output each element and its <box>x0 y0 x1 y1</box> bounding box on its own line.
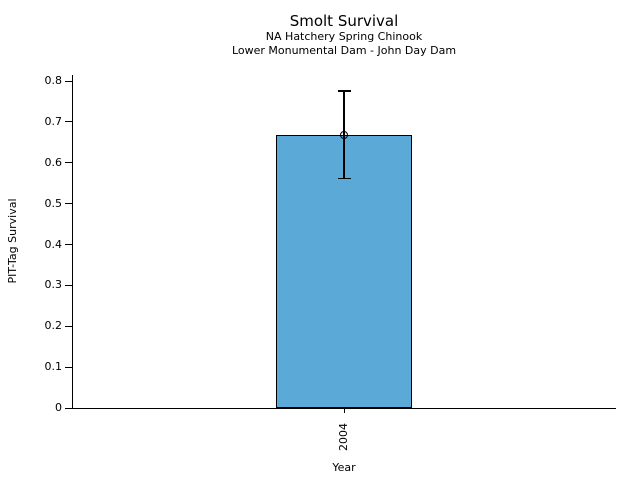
error-bar-cap-bottom <box>337 177 351 180</box>
y-tick-mark <box>65 203 72 205</box>
y-tick-label: 0.5 <box>44 196 63 210</box>
y-tick-mark <box>65 366 72 368</box>
x-axis-line <box>65 408 616 409</box>
y-tick-label: 0.2 <box>44 319 63 333</box>
y-tick-label: 0.7 <box>44 114 63 128</box>
chart-title: Smolt Survival <box>289 12 399 30</box>
y-tick-label: 0.1 <box>44 360 63 374</box>
y-tick-label: 0.4 <box>44 237 63 251</box>
y-tick-mark <box>65 407 72 409</box>
chart-subtitle-line2: Lower Monumental Dam - John Day Dam <box>231 44 457 57</box>
y-tick-mark <box>65 244 72 245</box>
x-tick-label: 2004 <box>337 423 350 451</box>
y-tick-label: 0 <box>55 401 62 414</box>
x-tick-mark <box>343 408 345 413</box>
x-axis-label: Year <box>332 461 356 474</box>
y-tick-mark <box>65 121 72 123</box>
y-tick-label: 0.8 <box>44 74 63 87</box>
y-tick-mark <box>65 80 72 82</box>
bar-2004 <box>276 134 412 408</box>
y-tick-label: 0.6 <box>44 155 63 169</box>
y-axis-line <box>72 75 73 409</box>
y-tick-mark <box>65 162 72 164</box>
point-marker <box>340 130 348 139</box>
y-tick-mark <box>65 284 72 286</box>
error-bar-cap-top <box>337 90 351 92</box>
chart-subtitle-line1: NA Hatchery Spring Chinook <box>265 30 423 43</box>
y-tick-mark <box>65 325 72 327</box>
y-tick-label: 0.3 <box>44 278 63 292</box>
